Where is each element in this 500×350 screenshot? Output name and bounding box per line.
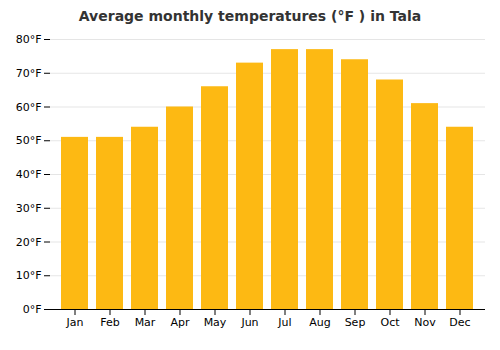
svg-text:70°F: 70°F: [16, 67, 42, 80]
svg-text:Feb: Feb: [100, 316, 119, 329]
svg-text:Sep: Sep: [345, 316, 366, 329]
svg-text:80°F: 80°F: [16, 33, 42, 46]
svg-text:30°F: 30°F: [16, 202, 42, 215]
svg-text:0°F: 0°F: [23, 303, 42, 316]
svg-text:Dec: Dec: [449, 316, 470, 329]
svg-text:40°F: 40°F: [16, 168, 42, 181]
svg-text:Oct: Oct: [380, 316, 400, 329]
svg-text:Aug: Aug: [309, 316, 330, 329]
svg-text:Mar: Mar: [135, 316, 156, 329]
svg-text:May: May: [204, 316, 227, 329]
svg-text:20°F: 20°F: [16, 236, 42, 249]
svg-text:Jan: Jan: [66, 316, 84, 329]
svg-text:Jun: Jun: [240, 316, 258, 329]
svg-text:Apr: Apr: [170, 316, 190, 329]
svg-text:50°F: 50°F: [16, 134, 42, 147]
svg-text:60°F: 60°F: [16, 101, 42, 114]
svg-text:10°F: 10°F: [16, 269, 42, 282]
svg-text:Jul: Jul: [277, 316, 291, 329]
html-text:Average monthly temperatures (: Average monthly temperatures (°F ) in Ta…: [78, 8, 422, 24]
svg-text:Nov: Nov: [414, 316, 436, 329]
